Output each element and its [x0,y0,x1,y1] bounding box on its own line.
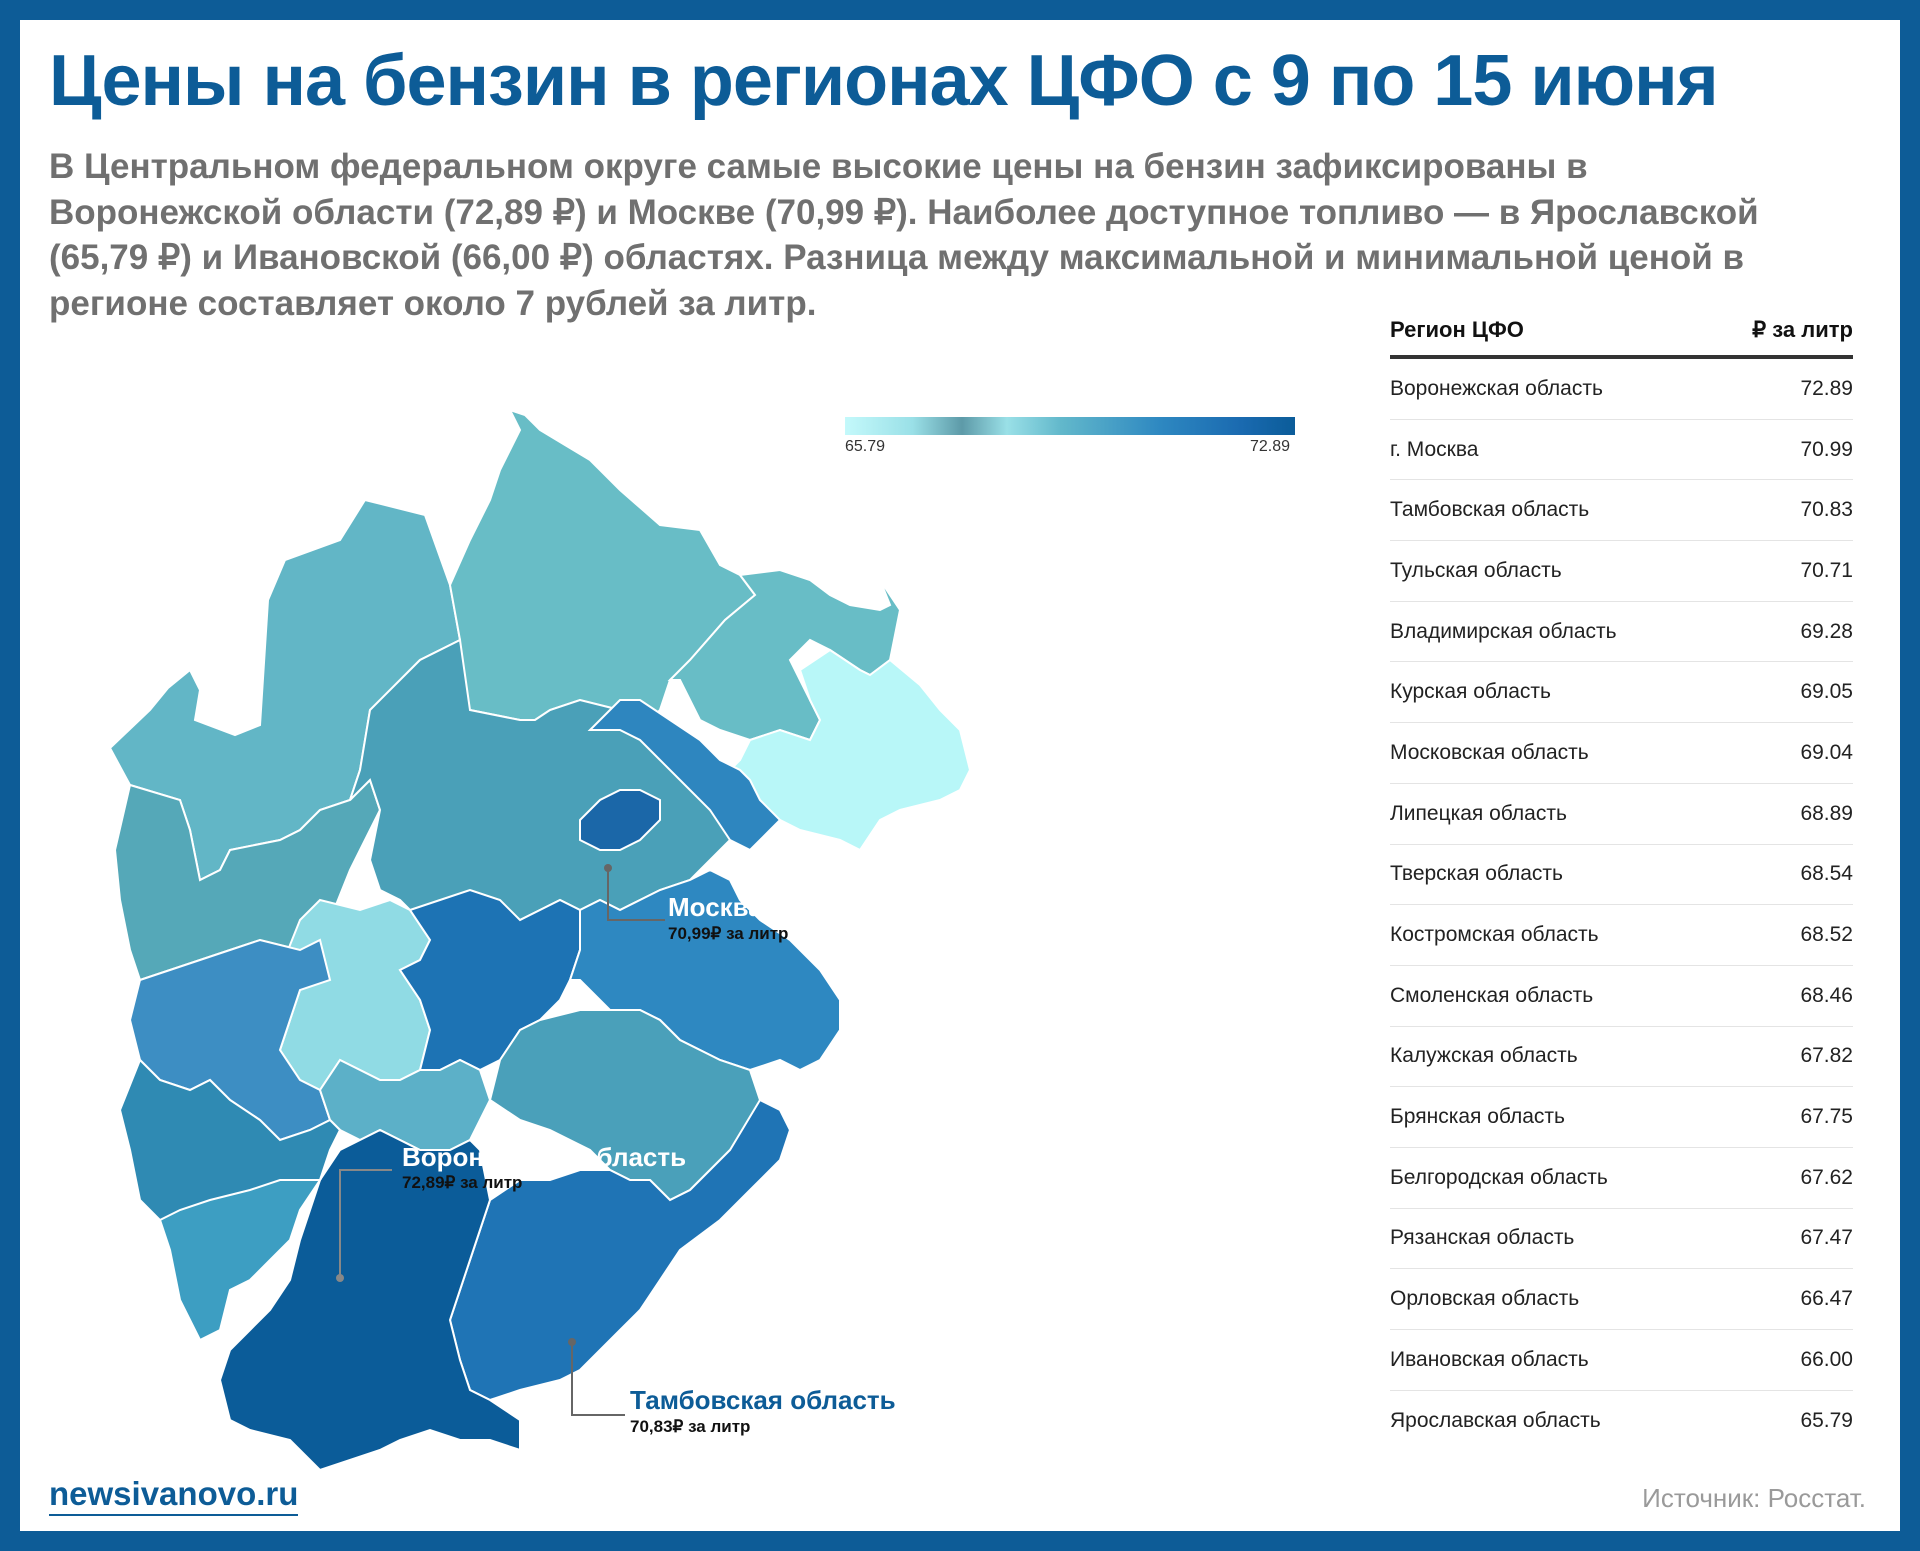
table-row: Воронежская область 72.89 [1390,359,1853,420]
column-header-region: Регион ЦФО [1390,317,1524,342]
moscow-callout-name: Москва [668,892,763,922]
row-price: 69.28 [1800,619,1853,643]
site-link[interactable]: newsivanovo.ru [49,1475,299,1516]
region-moscow-city [579,789,661,851]
table-row: г. Москва 70.99 [1390,420,1853,481]
row-region: Костромская область [1390,923,1599,947]
tambov-marker [568,1338,576,1346]
color-scale-bar [845,417,1295,435]
table-row: Тверская область 68.54 [1390,845,1853,906]
row-price: 68.54 [1800,862,1853,886]
row-price: 67.47 [1800,1226,1853,1250]
tambov-leader-line [571,1345,625,1416]
table-row: Костромская область 68.52 [1390,905,1853,966]
price-table: Регион ЦФО ₽ за литр Воронежская область… [1390,317,1853,1451]
voronezh-callout-value: 72,89₽ за литр [402,1173,523,1192]
table-row: Тамбовская область 70.83 [1390,480,1853,542]
region-vladimir [587,699,782,852]
row-price: 68.89 [1800,801,1853,825]
infographic-card: Цены на бензин в регионах ЦФО с 9 по 15 … [20,20,1900,1531]
table-row: Московская область 69.04 [1390,723,1853,784]
table-row: Смоленская область 68.46 [1390,966,1853,1027]
voronezh-callout-name: Воронежская область [402,1142,687,1172]
row-region: Владимирская область [1390,619,1617,643]
row-price: 66.00 [1800,1347,1853,1371]
tambov-callout-name: Тамбовская область [630,1385,896,1415]
row-price: 67.75 [1800,1105,1853,1129]
table-row: Брянская область 67.75 [1390,1087,1853,1148]
row-region: Липецкая область [1390,801,1567,825]
row-price: 69.04 [1800,740,1853,764]
row-region: Московская область [1390,740,1589,764]
row-price: 70.83 [1800,498,1853,522]
region-voronezh [218,1128,521,1472]
row-price: 68.52 [1800,923,1853,947]
row-region: Ярославская область [1390,1409,1601,1433]
row-region: Рязанская область [1390,1226,1575,1250]
region-kostroma [667,568,902,742]
row-price: 69.05 [1800,680,1853,704]
row-region: Брянская область [1390,1105,1565,1129]
row-price: 67.62 [1800,1165,1853,1189]
table-row: Липецкая область 68.89 [1390,784,1853,845]
row-price: 65.79 [1800,1409,1853,1433]
table-body: Воронежская область 72.89 г. Москва 70.99 Та… [1390,359,1853,1451]
tambov-callout-value: 70,83₽ за литр [630,1417,751,1436]
page-title: Цены на бензин в регионах ЦФО с 9 по 15 … [49,41,1719,121]
page-subtitle: В Центральном федеральном округе самые в… [49,147,1759,323]
region-kaluga [278,898,432,1092]
source-note: Источник: Росстат. [1642,1483,1866,1513]
table-row: Калужская область 67.82 [1390,1027,1853,1088]
row-region: Воронежская область [1390,376,1603,400]
region-belgorod [158,1179,322,1342]
row-region: Смоленская область [1390,983,1594,1007]
row-price: 72.89 [1800,376,1853,400]
table-header: Регион ЦФО ₽ за литр [1390,317,1853,359]
map-svg [108,408,972,1472]
row-region: Тамбовская область [1390,498,1590,522]
row-price: 66.47 [1800,1287,1853,1311]
table-row: Тульская область 70.71 [1390,541,1853,602]
moscow-callout-value: 70,99₽ за литр [668,924,789,943]
row-region: Курская область [1390,680,1551,704]
voronezh-leader-line [339,1169,392,1275]
row-price: 70.71 [1800,558,1853,582]
choropleth-map: 65.79 72.89 Москва 70,99₽ за литр Вороне… [20,20,1900,1531]
table-row: Ярославская область 65.79 [1390,1391,1853,1452]
table-row: Белгородская область 67.62 [1390,1148,1853,1209]
region-ivanovo [708,648,972,852]
row-region: Ивановская область [1390,1347,1589,1371]
table-row: Курская область 69.05 [1390,662,1853,724]
table-row: Рязанская область 67.47 [1390,1209,1853,1270]
row-region: Тверская область [1390,862,1563,886]
row-region: Калужская область [1390,1044,1578,1068]
row-region: Белгородская область [1390,1165,1608,1189]
moscow-marker [604,864,612,872]
row-region: г. Москва [1390,437,1479,461]
row-region: Орловская область [1390,1287,1580,1311]
row-price: 70.99 [1800,437,1853,461]
color-scale-min: 65.79 [845,438,886,455]
table-row: Ивановская область 66.00 [1390,1330,1853,1391]
moscow-leader-line [607,870,665,921]
column-header-price: ₽ за литр [1752,317,1853,342]
row-region: Тульская область [1390,558,1562,582]
row-price: 67.82 [1800,1044,1853,1068]
row-price: 68.46 [1800,983,1853,1007]
table-row: Орловская область 66.47 [1390,1269,1853,1330]
table-row: Владимирская область 69.28 [1390,602,1853,663]
voronezh-marker [336,1274,344,1282]
color-scale-max: 72.89 [1250,438,1291,455]
